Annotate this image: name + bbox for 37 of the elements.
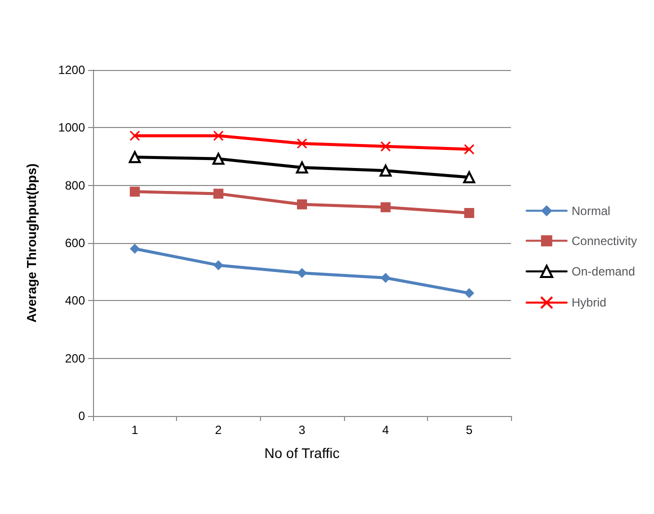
point: [297, 268, 307, 278]
point: [464, 288, 474, 298]
point: [130, 186, 140, 197]
point: [464, 208, 474, 218]
point: [380, 141, 391, 152]
point: [380, 202, 391, 212]
y-tick-label: 1000: [58, 120, 86, 135]
point: [380, 272, 391, 283]
y-tick-label: 400: [64, 294, 86, 308]
point: [212, 152, 224, 165]
point: [130, 244, 140, 254]
y-tick-label: 1200: [58, 63, 86, 77]
y-tick-label: 800: [64, 178, 86, 192]
point: [213, 260, 224, 270]
x-tick-label: 1: [131, 423, 138, 437]
x-tick-label: 3: [298, 423, 306, 437]
legend-label: Normal: [572, 204, 610, 218]
legend-label: Connectivity: [572, 234, 638, 248]
point: [297, 199, 307, 210]
x-tick-label: 2: [215, 423, 222, 437]
point: [380, 164, 392, 177]
x-axis-title: No of Traffic: [264, 445, 340, 461]
x-tick-label: 4: [382, 423, 390, 437]
x-tick-label: 5: [466, 423, 473, 437]
y-axis-title: Average Throughput(bps): [24, 163, 39, 323]
point: [296, 138, 308, 149]
point: [296, 161, 308, 174]
point: [213, 188, 224, 199]
point: [463, 171, 476, 184]
point: [130, 130, 140, 141]
point: [464, 144, 474, 155]
y-tick-label: 200: [64, 351, 86, 366]
point: [128, 151, 141, 164]
legend-label: Hybrid: [572, 296, 606, 310]
y-tick-label: 600: [64, 236, 86, 250]
y-tick-label: 0: [78, 409, 86, 423]
legend-label: On-demand: [572, 264, 636, 278]
